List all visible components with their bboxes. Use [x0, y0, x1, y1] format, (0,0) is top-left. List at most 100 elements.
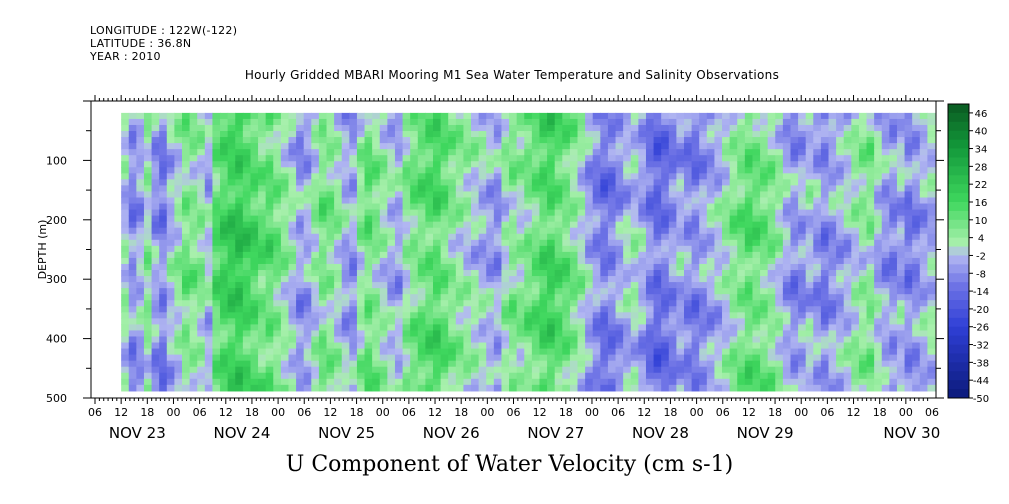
heatmap-cell: [562, 149, 571, 156]
heatmap-cell: [684, 348, 693, 356]
heatmap-cell: [509, 161, 518, 168]
heatmap-cell: [638, 312, 647, 319]
heatmap-cell: [607, 131, 617, 138]
heatmap-cell: [128, 348, 137, 356]
heatmap-cell: [874, 366, 883, 374]
heatmap-cell: [174, 233, 183, 241]
heatmap-cell: [174, 294, 183, 301]
heatmap-cell: [455, 245, 465, 253]
heatmap-cell: [204, 282, 214, 289]
heatmap-cell: [828, 360, 837, 368]
heatmap-cell: [516, 276, 525, 283]
heatmap-cell: [554, 179, 563, 186]
heatmap-cell: [311, 149, 320, 156]
heatmap-cell: [684, 354, 693, 362]
heatmap-cell: [615, 342, 624, 350]
heatmap-cell: [569, 384, 579, 392]
heatmap-cell: [387, 372, 396, 380]
heatmap-cell: [813, 330, 822, 338]
heatmap-cell: [311, 342, 320, 350]
heatmap-cell: [166, 155, 175, 162]
heatmap-cell: [182, 300, 191, 307]
heatmap-cell: [128, 263, 137, 271]
heatmap-cell: [790, 276, 799, 283]
heatmap-cell: [524, 161, 533, 168]
heatmap-cell: [896, 257, 906, 265]
heatmap-cell: [813, 360, 822, 368]
heatmap-cell: [684, 257, 693, 265]
heatmap-cell: [744, 312, 754, 319]
heatmap-cell: [273, 118, 282, 126]
heatmap-cell: [691, 167, 700, 174]
heatmap-cell: [653, 118, 662, 126]
heatmap-cell: [904, 251, 913, 259]
heatmap-cell: [668, 276, 677, 283]
heatmap-cell: [220, 209, 229, 217]
heatmap-cell: [516, 324, 525, 332]
heatmap-cell: [394, 348, 404, 356]
heatmap-cell: [729, 221, 738, 229]
heatmap-cell: [744, 270, 754, 277]
heatmap-cell: [661, 384, 670, 392]
heatmap-cell: [866, 312, 875, 319]
heatmap-cell: [242, 149, 252, 156]
heatmap-cell: [235, 197, 244, 205]
heatmap-cell: [493, 312, 503, 319]
heatmap-cell: [615, 155, 624, 162]
heatmap-cell: [767, 245, 776, 253]
heatmap-cell: [516, 306, 525, 313]
heatmap-cell: [896, 318, 906, 325]
heatmap-cell: [569, 209, 579, 217]
heatmap-cell: [737, 167, 746, 174]
heatmap-cell: [501, 149, 510, 156]
heatmap-cell: [896, 197, 906, 205]
heatmap-cell: [577, 257, 586, 265]
heatmap-cell: [653, 300, 662, 307]
heatmap-cell: [486, 124, 495, 132]
heatmap-cell: [539, 233, 548, 241]
heatmap-cell: [615, 354, 624, 362]
heatmap-cell: [562, 112, 571, 120]
heatmap-cell: [714, 137, 723, 144]
heatmap-cell: [448, 179, 457, 186]
heatmap-cell: [273, 294, 282, 301]
heatmap-cell: [212, 179, 221, 186]
heatmap-cell: [425, 318, 434, 325]
heatmap-cell: [182, 233, 191, 241]
heatmap-cell: [912, 191, 921, 199]
heatmap-cell: [615, 263, 624, 271]
heatmap-cell: [638, 209, 647, 217]
heatmap-cell: [242, 179, 252, 186]
heatmap-cell: [684, 173, 693, 180]
heatmap-cell: [433, 215, 442, 223]
heatmap-cell: [379, 179, 388, 186]
heatmap-cell: [554, 173, 563, 180]
heatmap-cell: [189, 143, 198, 150]
heatmap-cell: [889, 282, 898, 289]
heatmap-cell: [189, 179, 198, 186]
heatmap-cell: [569, 124, 579, 132]
heatmap-cell: [189, 245, 198, 253]
heatmap-cell: [874, 257, 883, 265]
heatmap-cell: [242, 161, 252, 168]
heatmap-cell: [851, 354, 860, 362]
heatmap-cell: [607, 161, 617, 168]
heatmap-cell: [585, 263, 594, 271]
heatmap-cell: [805, 112, 814, 120]
heatmap-cell: [661, 276, 670, 283]
heatmap-cell: [881, 155, 890, 162]
heatmap-cell: [554, 185, 563, 193]
heatmap-cell: [889, 161, 898, 168]
heatmap-cell: [501, 209, 510, 217]
heatmap-cell: [372, 221, 381, 229]
heatmap-cell: [273, 360, 282, 368]
heatmap-cell: [592, 197, 601, 205]
heatmap-cell: [417, 191, 426, 199]
heatmap-cell: [562, 312, 571, 319]
heatmap-cell: [843, 263, 852, 271]
heatmap-cell: [501, 185, 510, 193]
heatmap-cell: [394, 384, 404, 392]
heatmap-cell: [722, 270, 731, 277]
heatmap-cell: [227, 324, 236, 332]
heatmap-cell: [166, 257, 175, 265]
